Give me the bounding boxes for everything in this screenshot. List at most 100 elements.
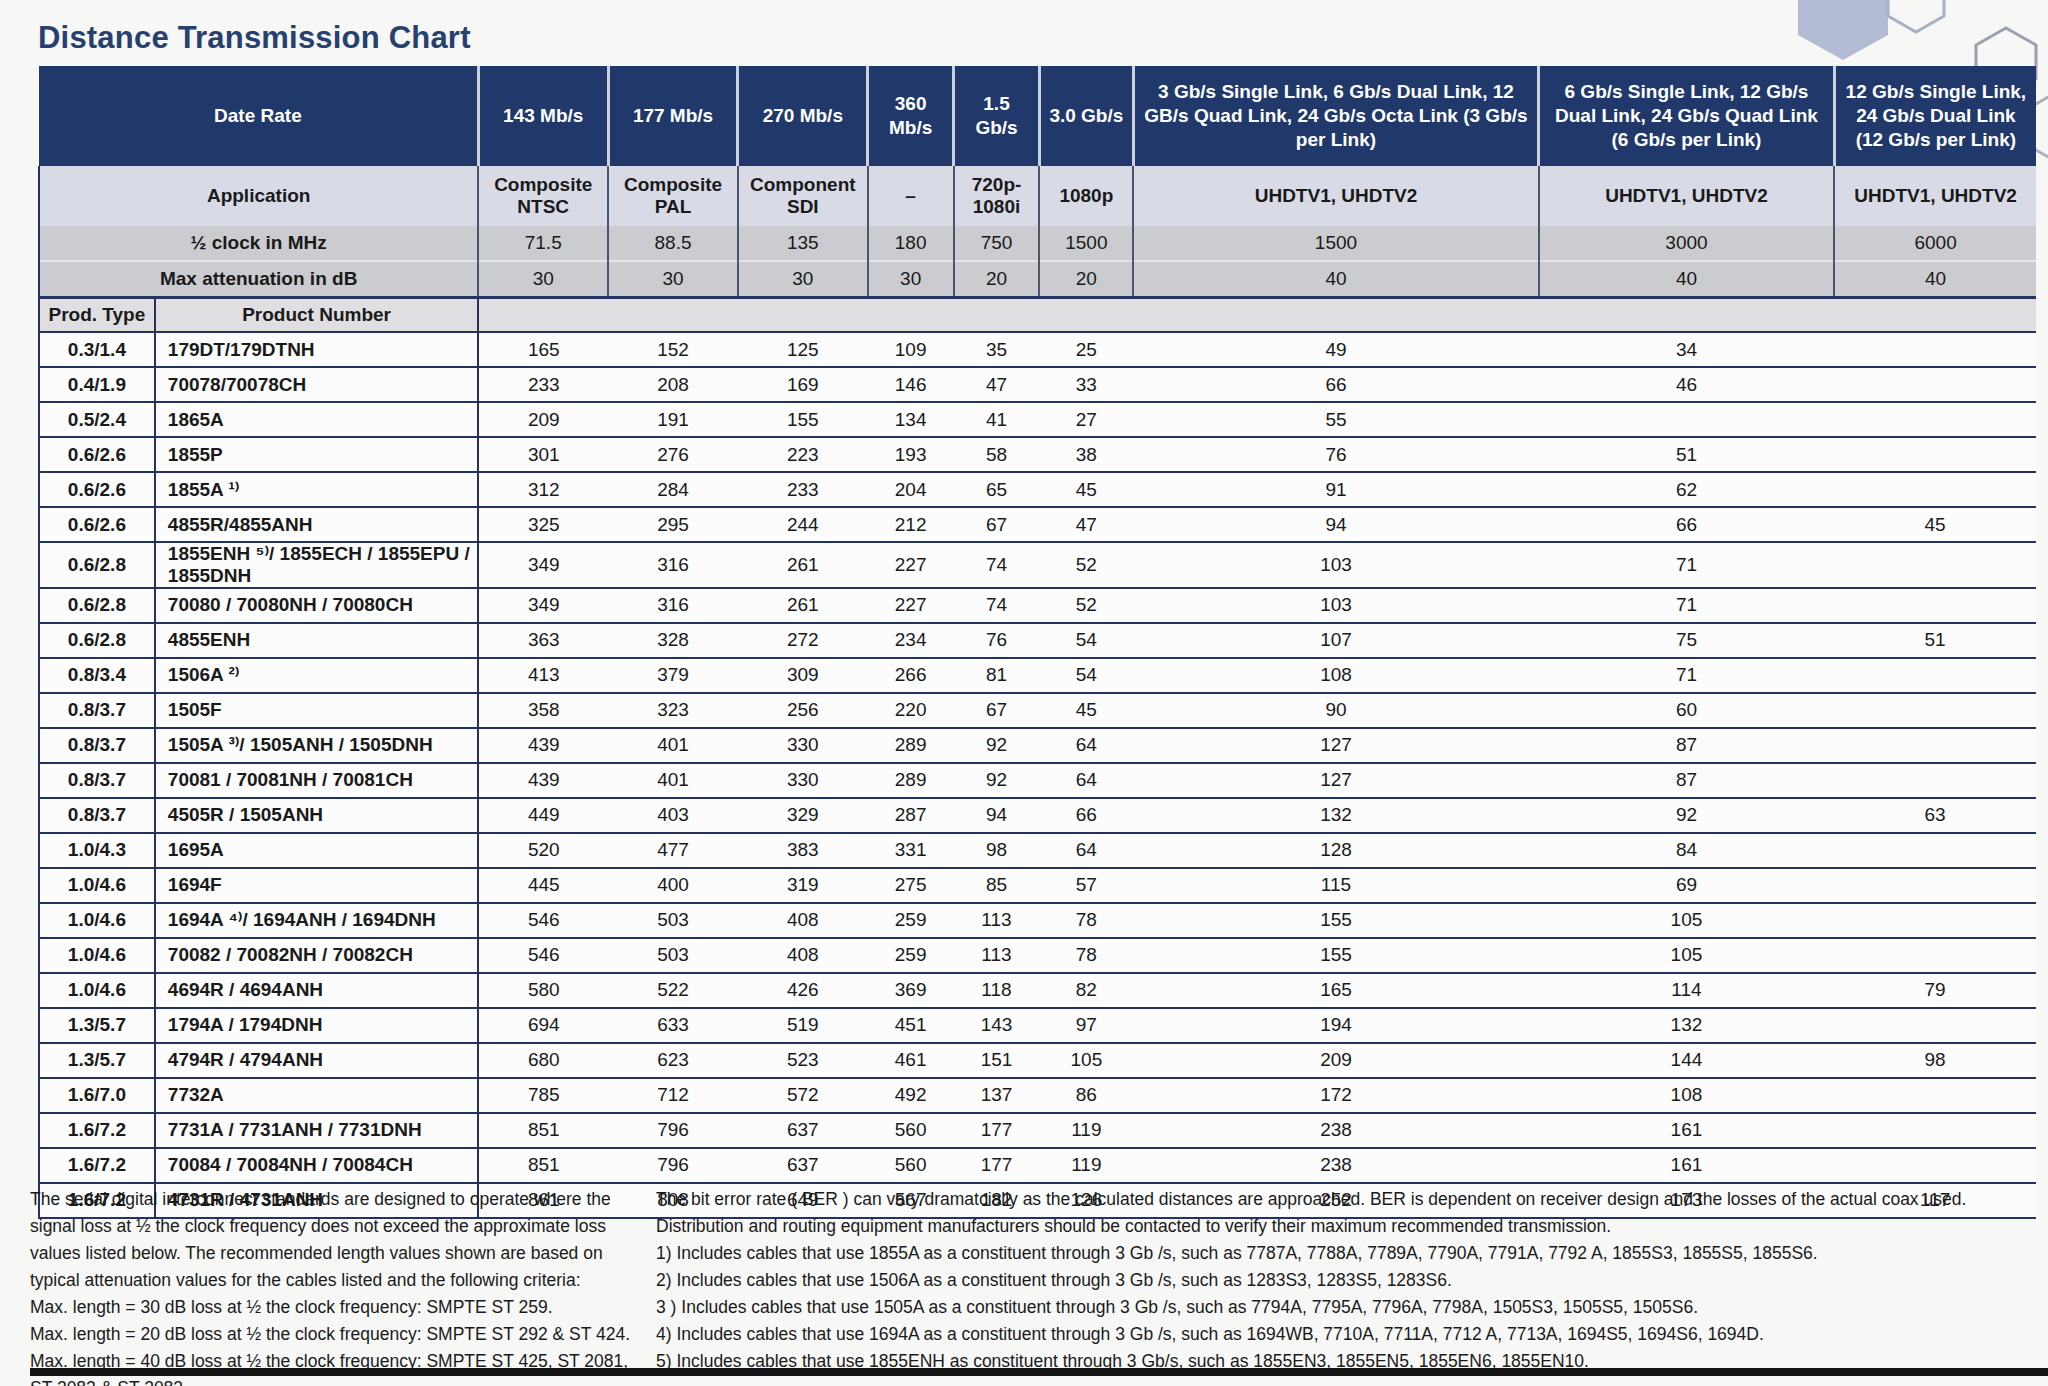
value-cell [1834,1113,2036,1148]
max-attenuation-label: Max attenuation in dB [39,261,478,298]
value-cell: 287 [868,798,954,833]
hexagon-filled-icon [1798,0,1888,60]
product-number-cell: 1855A ¹⁾ [155,472,479,507]
half-clock-cell: 3000 [1539,226,1835,261]
value-cell: 66 [1539,507,1835,542]
value-cell: 580 [478,973,608,1008]
prod-type-header: Prod. Type [39,298,155,333]
value-cell: 119 [1039,1148,1133,1183]
value-cell: 379 [608,658,738,693]
attenuation-cell: 40 [1539,261,1835,298]
value-cell: 796 [608,1113,738,1148]
value-cell: 71 [1539,588,1835,623]
value-cell: 92 [954,728,1040,763]
table-row: 1.0/4.3 1695A 520 477 383 331 98 64 128 … [39,833,2036,868]
value-cell: 349 [478,588,608,623]
value-cell: 329 [738,798,868,833]
value-cell: 155 [1133,903,1538,938]
value-cell: 301 [478,437,608,472]
table-row: 0.5/2.4 1865A 209 191 155 134 41 27 55 [39,402,2036,437]
value-cell: 193 [868,437,954,472]
value-cell: 546 [478,903,608,938]
value-cell: 45 [1039,472,1133,507]
value-cell: 127 [1133,763,1538,798]
table-row: 0.4/1.9 70078/70078CH 233 208 169 146 47… [39,367,2036,402]
value-cell: 51 [1539,437,1835,472]
value-cell: 74 [954,588,1040,623]
value-cell: 519 [738,1008,868,1043]
rate-col-header: 270 Mb/s [738,66,868,166]
product-header-row: Prod. Type Product Number [39,298,2036,333]
value-cell: 103 [1133,542,1538,588]
rate-col-header: 12 Gb/s Single Link, 24 Gb/s Dual Link (… [1834,66,2036,166]
footer-note: 1) Includes cables that use 1855A as a c… [656,1240,2040,1267]
prod-type-cell: 0.3/1.4 [39,332,155,367]
value-cell: 105 [1539,938,1835,973]
value-cell: 66 [1133,367,1538,402]
product-number-cell: 7732A [155,1078,479,1113]
rate-col-header: 360 Mb/s [868,66,954,166]
max-attenuation-row: Max attenuation in dB 30 30 30 30 20 20 … [39,261,2036,298]
value-cell: 503 [608,903,738,938]
value-cell: 177 [954,1148,1040,1183]
table-row: 1.6/7.2 7731A / 7731ANH / 7731DNH 851 79… [39,1113,2036,1148]
value-cell: 358 [478,693,608,728]
value-cell: 90 [1133,693,1538,728]
rate-col-header: 6 Gb/s Single Link, 12 Gb/s Dual Link, 2… [1539,66,1835,166]
value-cell [1834,367,2036,402]
value-cell: 144 [1539,1043,1835,1078]
table-row: 1.6/7.0 7732A 785 712 572 492 137 86 172… [39,1078,2036,1113]
product-number-cell: 70080 / 70080NH / 70080CH [155,588,479,623]
prod-type-cell: 0.8/3.4 [39,658,155,693]
value-cell [1834,402,2036,437]
value-cell: 259 [868,903,954,938]
half-clock-cell: 750 [954,226,1040,261]
value-cell: 560 [868,1148,954,1183]
value-cell: 74 [954,542,1040,588]
value-cell: 401 [608,728,738,763]
value-cell: 79 [1834,973,2036,1008]
value-cell: 572 [738,1078,868,1113]
product-number-cell: 70082 / 70082NH / 70082CH [155,938,479,973]
value-cell: 400 [608,868,738,903]
value-cell: 851 [478,1113,608,1148]
value-cell: 227 [868,588,954,623]
product-number-cell: 4794R / 4794ANH [155,1043,479,1078]
product-number-cell: 1865A [155,402,479,437]
value-cell: 172 [1133,1078,1538,1113]
hexagon-outline-small-icon [1888,0,1944,32]
product-number-cell: 1794A / 1794DNH [155,1008,479,1043]
value-cell: 94 [1133,507,1538,542]
value-cell: 55 [1133,402,1538,437]
value-cell: 401 [608,763,738,798]
product-number-cell: 70084 / 70084NH / 70084CH [155,1148,479,1183]
value-cell: 426 [738,973,868,1008]
value-cell: 76 [1133,437,1538,472]
value-cell: 71 [1539,658,1835,693]
value-cell: 132 [1133,798,1538,833]
value-cell: 165 [1133,973,1538,1008]
value-cell: 637 [738,1113,868,1148]
value-cell [1834,588,2036,623]
prod-type-cell: 1.3/5.7 [39,1043,155,1078]
value-cell: 25 [1039,332,1133,367]
value-cell: 151 [954,1043,1040,1078]
value-cell: 57 [1039,868,1133,903]
value-cell [1834,903,2036,938]
value-cell [1834,437,2036,472]
table-row: 0.6/2.6 4855R/4855ANH 325 295 244 212 67… [39,507,2036,542]
table-row: 1.0/4.6 1694A ⁴⁾/ 1694ANH / 1694DNH 546 … [39,903,2036,938]
value-cell: 477 [608,833,738,868]
value-cell: 54 [1039,658,1133,693]
product-number-cell: 4694R / 4694ANH [155,973,479,1008]
half-clock-cell: 1500 [1133,226,1538,261]
value-cell: 309 [738,658,868,693]
value-cell: 64 [1039,833,1133,868]
product-number-cell: 4855R/4855ANH [155,507,479,542]
value-cell [1834,833,2036,868]
value-cell: 47 [954,367,1040,402]
value-cell: 67 [954,507,1040,542]
value-cell: 161 [1539,1148,1835,1183]
footer-left-paragraph: The serial digital interconnect standard… [30,1186,638,1294]
product-number-cell: 1694A ⁴⁾/ 1694ANH / 1694DNH [155,903,479,938]
